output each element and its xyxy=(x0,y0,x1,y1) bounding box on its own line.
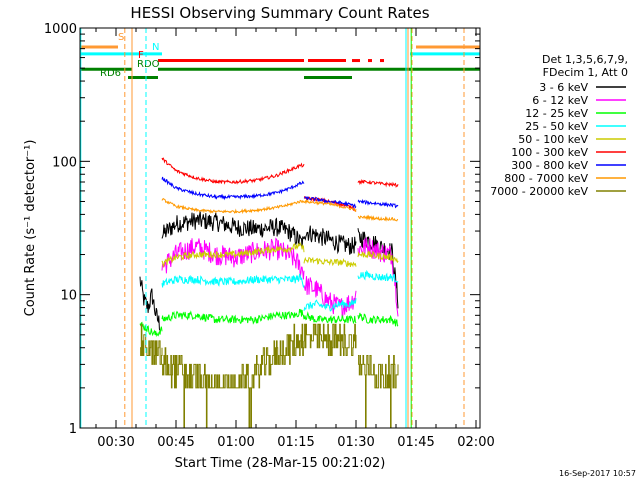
flag-label-rdo: RDO xyxy=(137,59,160,70)
y-tick-label: 1 xyxy=(69,422,77,437)
series-segment xyxy=(357,198,399,209)
footer-date: 16-Sep-2017 10:57 xyxy=(559,469,636,478)
legend-entry-label: 100 - 300 keV xyxy=(511,146,588,159)
series-segment xyxy=(357,214,399,222)
series-segment xyxy=(161,197,305,215)
series-segment xyxy=(161,157,305,185)
legend-entry-label: 3 - 6 keV xyxy=(539,81,588,94)
series-segment xyxy=(357,249,399,263)
series-segment xyxy=(303,276,357,318)
flag-label-s: S xyxy=(118,32,124,43)
series-12-25keV-line xyxy=(139,308,399,338)
x-tick-label: 01:30 xyxy=(337,435,374,450)
series-segment xyxy=(139,321,163,338)
series-segment xyxy=(162,323,305,429)
series-25-50keV-line xyxy=(161,269,399,312)
series-segment xyxy=(303,195,357,209)
flag-label-rd6: RD6 xyxy=(100,68,121,79)
legend-entry-label: 50 - 100 keV xyxy=(518,133,588,146)
series-segment xyxy=(304,323,357,356)
x-tick-label: 01:00 xyxy=(217,435,254,450)
series-segment xyxy=(358,355,399,429)
axis-ticks: 00:30 00:45 01:00 01:15 01:30 01:45 02:00 1 10 10… xyxy=(44,22,495,450)
x-tick-label: 01:45 xyxy=(397,435,434,450)
series-segment xyxy=(161,273,305,289)
series-segment xyxy=(303,298,357,312)
series-segment xyxy=(303,225,357,255)
y-axis-label: Count Rate (s⁻¹ detector⁻¹) xyxy=(23,140,38,317)
flag-label-f: F xyxy=(138,50,144,61)
legend-entry-label: 7000 - 20000 keV xyxy=(490,185,588,198)
legend-header: FDecim 1, Att 0 xyxy=(543,66,628,79)
series-segment xyxy=(140,323,163,365)
y-tick-label: 10 xyxy=(60,289,77,304)
x-tick-label: 00:45 xyxy=(157,435,194,450)
series-50-100keV-line xyxy=(161,241,399,268)
flag-label-n: N xyxy=(152,42,159,53)
legend-header: Det 1,3,5,6,7,9, xyxy=(542,53,628,66)
series-segment xyxy=(357,178,399,188)
legend-entry-label: 6 - 12 keV xyxy=(532,94,588,107)
series-segment xyxy=(139,276,161,331)
series-segment xyxy=(303,256,357,268)
chart-title: HESSI Observing Summary Count Rates xyxy=(130,4,429,22)
x-tick-label: 02:00 xyxy=(457,435,494,450)
x-axis-label: Start Time (28-Mar-15 00:21:02) xyxy=(175,456,386,471)
x-tick-label: 00:30 xyxy=(97,435,134,450)
y-tick-label: 100 xyxy=(52,155,77,170)
series-segment xyxy=(357,269,399,283)
series-segment xyxy=(161,211,305,249)
series-segment xyxy=(303,198,357,213)
legend-entry-label: 25 - 50 keV xyxy=(525,120,588,133)
plot-frame xyxy=(79,27,481,429)
series-segment xyxy=(303,311,357,325)
series-segment xyxy=(357,312,399,327)
legend-entry-label: 300 - 800 keV xyxy=(511,159,588,172)
legend-entry-label: 800 - 7000 keV xyxy=(504,172,588,185)
series-800-7000keV-line xyxy=(161,197,399,222)
series-7000-20000keV-line xyxy=(140,323,399,429)
series-segment xyxy=(161,176,305,201)
x-tick-label: 01:15 xyxy=(277,435,314,450)
y-tick-label: 1000 xyxy=(44,22,77,37)
plot-area xyxy=(139,157,399,429)
legend-entry-label: 12 - 25 keV xyxy=(525,107,588,120)
series-segment xyxy=(161,241,305,268)
legend: Det 1,3,5,6,7,9,FDecim 1, Att 0 3 - 6 keV… xyxy=(490,53,628,198)
series-300-800keV-line xyxy=(161,176,399,209)
series-segment xyxy=(161,308,305,325)
vertical-markers xyxy=(80,28,465,428)
